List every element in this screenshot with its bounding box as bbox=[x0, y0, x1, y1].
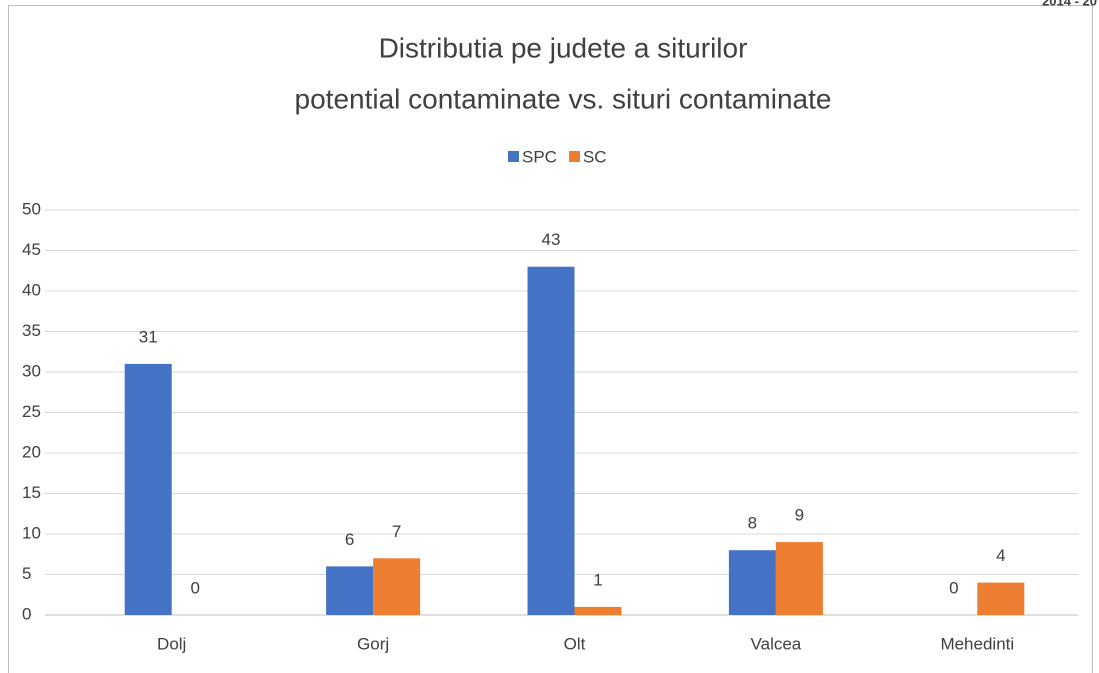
bar bbox=[527, 266, 575, 615]
y-tick-label: 35 bbox=[22, 321, 41, 340]
y-tick-label: 50 bbox=[22, 199, 41, 218]
data-label: 1 bbox=[593, 570, 602, 589]
y-tick-label: 20 bbox=[22, 442, 41, 461]
x-tick-label: Gorj bbox=[357, 634, 389, 653]
bar bbox=[977, 582, 1025, 615]
y-tick-label: 45 bbox=[22, 240, 41, 259]
page-header: 2014 - 20 bbox=[1042, 0, 1097, 8]
legend-label: SPC bbox=[522, 147, 557, 166]
bar bbox=[728, 550, 776, 615]
data-label: 4 bbox=[996, 546, 1005, 565]
y-tick-label: 25 bbox=[22, 402, 41, 421]
legend-swatch bbox=[568, 151, 580, 162]
data-label: 0 bbox=[190, 578, 199, 597]
data-label: 43 bbox=[542, 230, 561, 249]
legend-label: SC bbox=[583, 147, 607, 166]
bar bbox=[574, 606, 622, 615]
y-tick-label: 5 bbox=[22, 564, 31, 583]
y-tick-label: 40 bbox=[22, 280, 41, 299]
x-tick-label: Dolj bbox=[157, 634, 186, 653]
chart-title: Distributia pe judete a siturilor bbox=[379, 32, 748, 63]
bar bbox=[775, 542, 823, 615]
y-tick-label: 10 bbox=[22, 523, 41, 542]
data-label: 6 bbox=[345, 530, 354, 549]
data-label: 8 bbox=[748, 514, 757, 533]
bar bbox=[124, 363, 172, 615]
x-tick-label: Olt bbox=[564, 634, 586, 653]
data-label: 31 bbox=[139, 327, 158, 346]
legend-swatch bbox=[508, 151, 519, 162]
data-label: 9 bbox=[795, 506, 804, 525]
y-tick-label: 15 bbox=[22, 483, 41, 502]
x-tick-label: Mehedinti bbox=[940, 634, 1014, 653]
chart-title: potential contaminate vs. situri contami… bbox=[295, 83, 832, 114]
y-tick-label: 0 bbox=[22, 604, 31, 623]
data-label: 0 bbox=[949, 578, 958, 597]
y-tick-label: 30 bbox=[22, 361, 41, 380]
bar bbox=[326, 566, 374, 615]
bar bbox=[373, 558, 421, 615]
data-label: 7 bbox=[392, 522, 401, 541]
x-tick-label: Valcea bbox=[751, 634, 802, 653]
